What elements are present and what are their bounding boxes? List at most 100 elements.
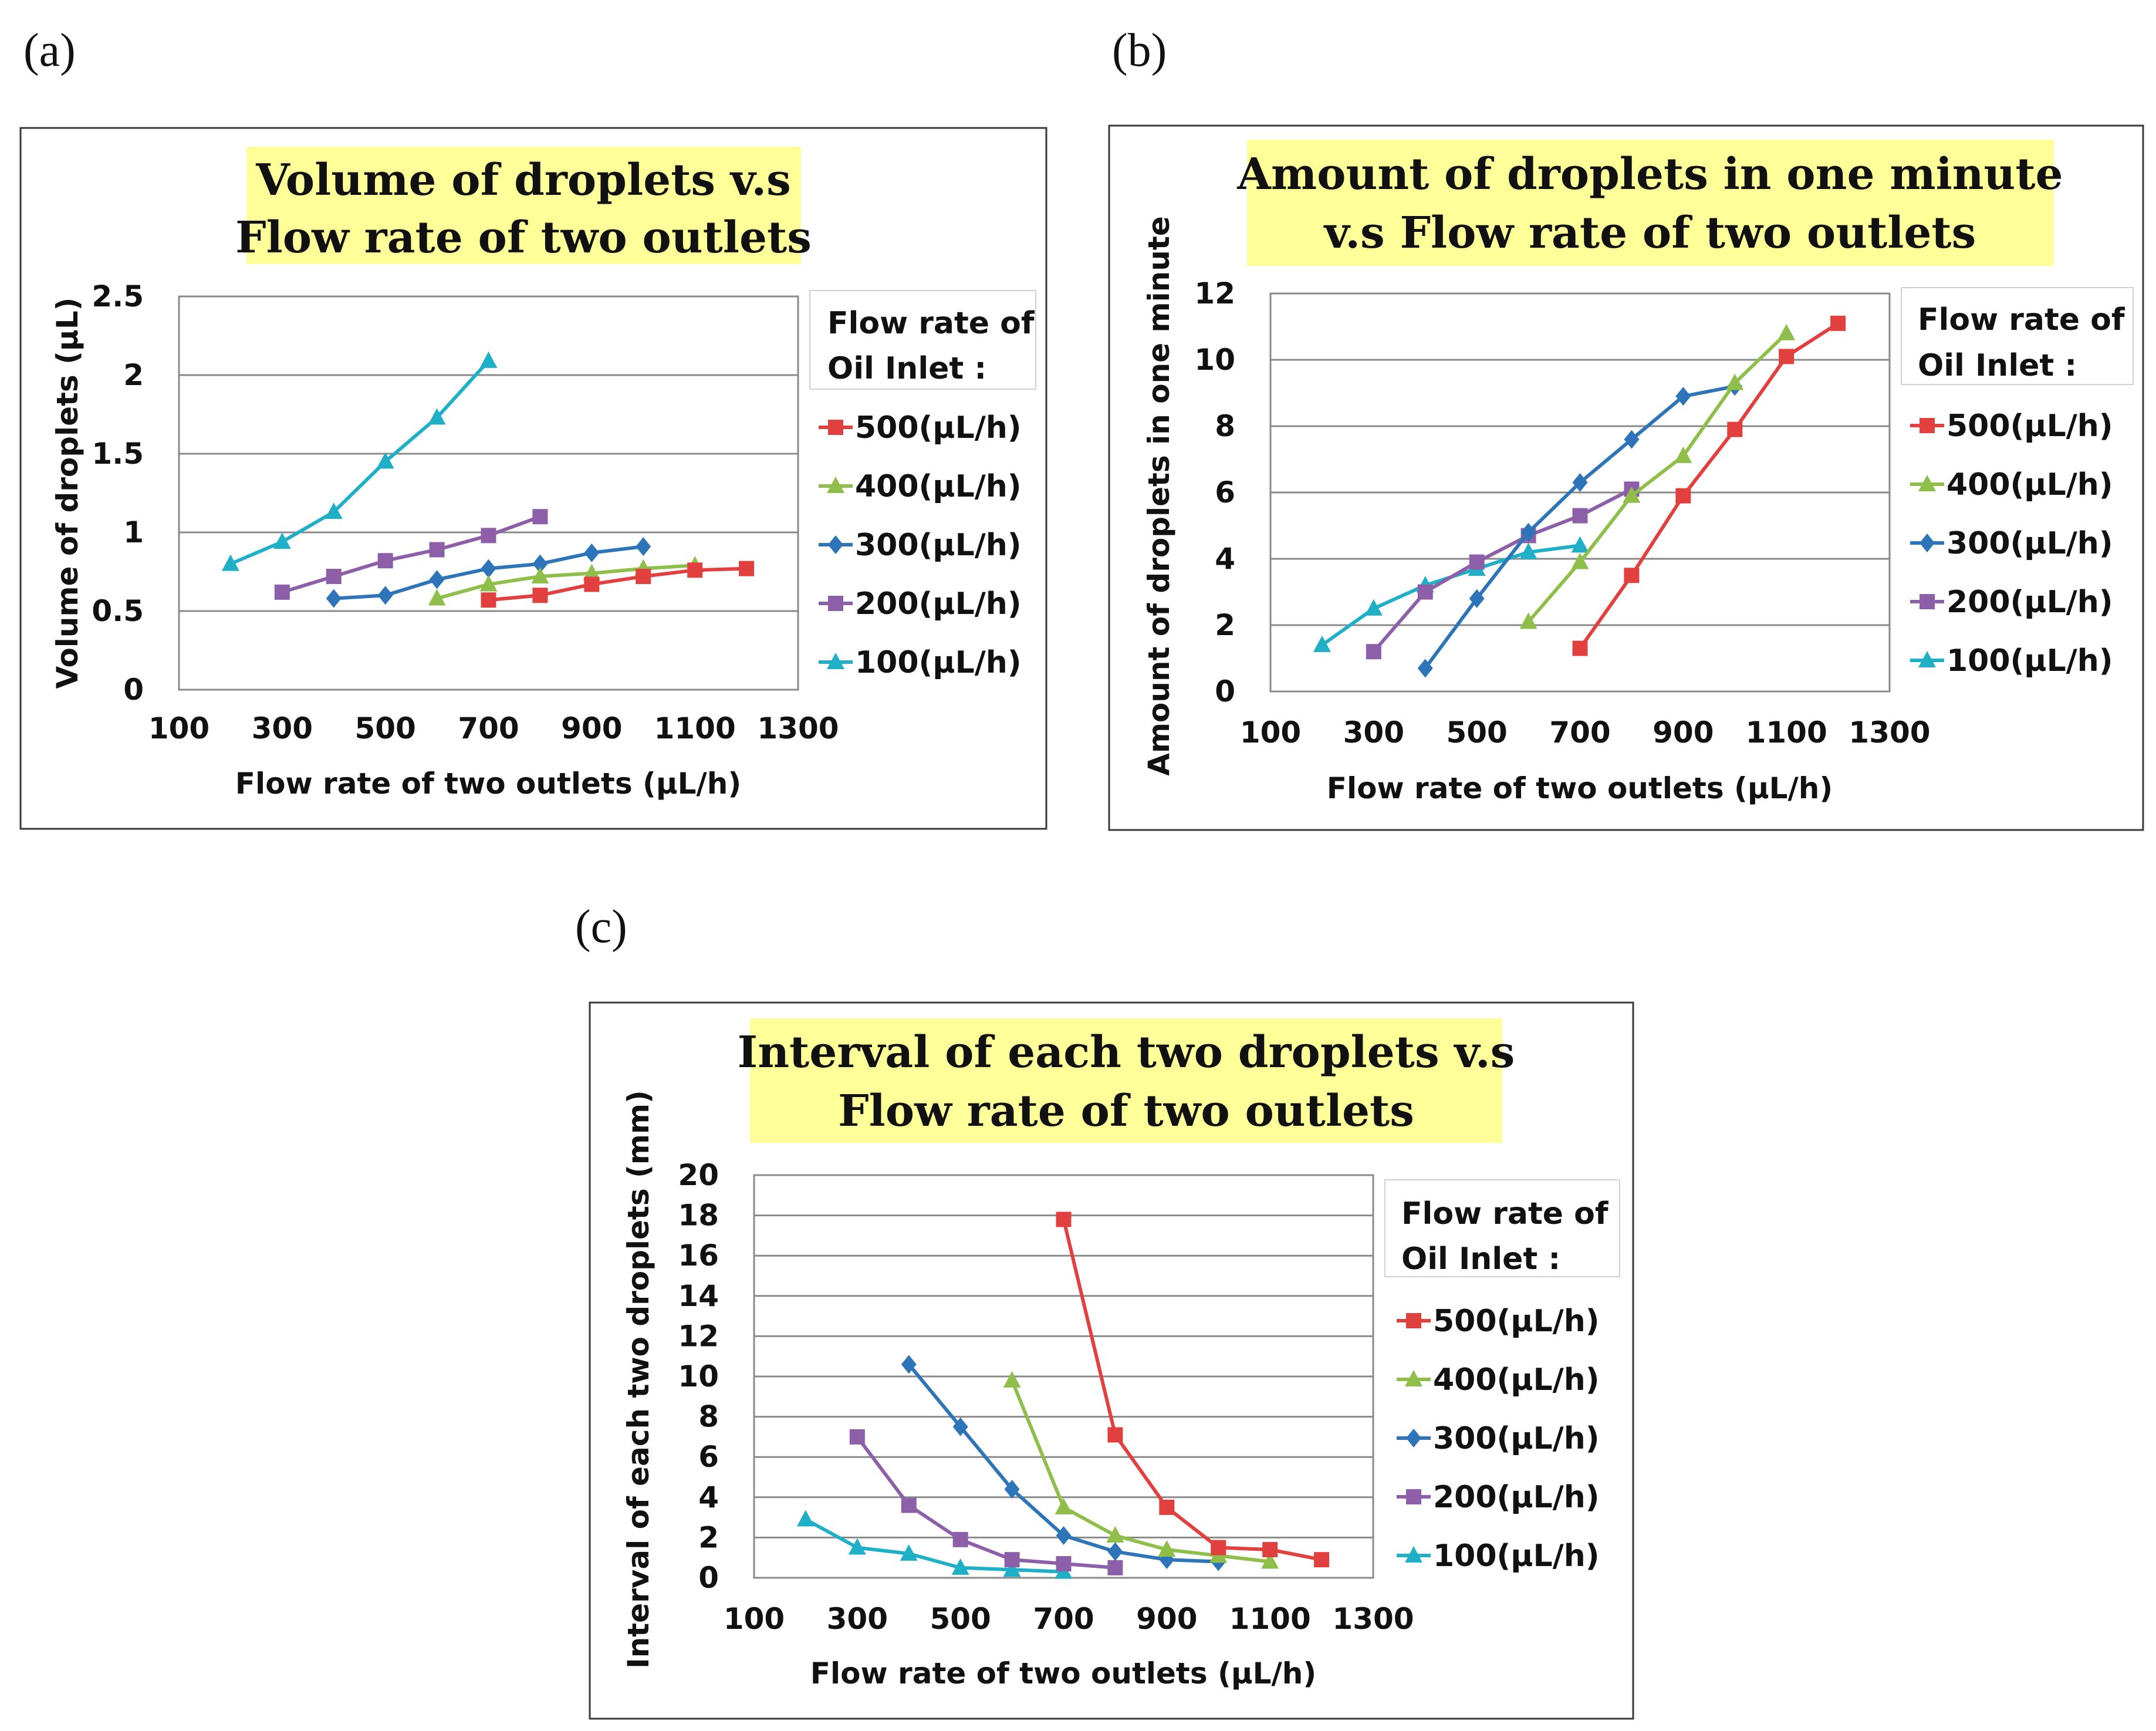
chart-a-x-tick-label: 500 (354, 711, 415, 745)
chart-b-data-point (1313, 635, 1331, 652)
chart-b-y-tick-label: 2 (1215, 608, 1235, 642)
chart-a-data-point (428, 408, 446, 425)
chart-c-data-point (1107, 1560, 1123, 1575)
legend-label: 500(μL/h) (1947, 409, 2113, 444)
chart-b-x-tick-label: 1100 (1746, 716, 1827, 750)
chart-b-data-point (1624, 568, 1640, 583)
chart-c-series-3 (849, 1429, 1123, 1575)
chart-b-data-point (1417, 659, 1433, 678)
chart-a-data-point (636, 537, 651, 556)
chart-b-legend-item: 100(μL/h) (1910, 643, 2113, 679)
chart-c-y-tick-label: 12 (678, 1319, 719, 1353)
chart-a-x-tick-label: 1300 (757, 711, 839, 745)
chart-c-data-point (1107, 1542, 1123, 1561)
chart-a-data-point (636, 569, 651, 585)
chart-a-data-point (532, 588, 548, 603)
chart-a: Volume of droplets v.s Flow rate of two … (19, 127, 1047, 830)
chart-c-data-point (1159, 1499, 1175, 1515)
chart-b-data-point (1572, 508, 1588, 524)
chart-c-legend-item: 500(μL/h) (1397, 1304, 1600, 1339)
chart-c-data-point (901, 1355, 917, 1374)
chart-b-y-tick-label: 0 (1215, 674, 1235, 708)
chart-c-title-bg (750, 1018, 1502, 1143)
chart-c-data-point (1004, 1480, 1020, 1499)
chart-c-data-point (1158, 1540, 1176, 1557)
legend-marker (1920, 418, 1935, 433)
chart-b-legend-title-line2: Oil Inlet : (1918, 348, 2077, 383)
chart-a-data-point (429, 542, 445, 558)
chart-b-data-point (1572, 473, 1588, 492)
legend-label: 300(μL/h) (1433, 1421, 1600, 1456)
chart-c-data-point (1262, 1541, 1278, 1557)
chart-b-series-0 (1572, 315, 1846, 656)
chart-a-series-line (280, 515, 542, 594)
legend-marker (1405, 1370, 1422, 1386)
chart-c-y-tick-label: 20 (678, 1158, 719, 1192)
chart-c-series-0 (1056, 1212, 1330, 1568)
chart-c: Interval of each two droplets v.s Flow r… (589, 1001, 1634, 1720)
chart-b-series-2 (1417, 377, 1743, 678)
chart-c-legend: 500(μL/h) 400(μL/h) 300(μL/h) 200(μL/h) 100(… (1397, 1304, 1600, 1574)
chart-a-data-point (428, 589, 446, 606)
chart-b-series-line (1371, 487, 1634, 654)
chart-a-y-tick-label: 1.5 (92, 437, 144, 471)
chart-c-x-tick-label: 900 (1136, 1602, 1197, 1636)
chart-a-data-point (429, 570, 445, 589)
chart-a-series-3 (274, 509, 548, 600)
chart-a-title-line1: Volume of droplets v.s (255, 155, 791, 205)
chart-b-data-point (1675, 488, 1691, 504)
chart-a-series-4 (221, 351, 498, 571)
legend-marker (1920, 594, 1935, 609)
chart-a-title-bg (246, 147, 801, 264)
chart-c-y-tick-label: 4 (698, 1480, 719, 1514)
legend-label: 100(μL/h) (855, 645, 1022, 680)
chart-b-x-tick-label: 700 (1549, 716, 1610, 750)
chart-b-legend-item: 400(μL/h) (1910, 467, 2113, 502)
chart-c-x-tick-label: 100 (724, 1602, 785, 1636)
chart-c-data-point (951, 1558, 969, 1575)
panel-label-b: (b) (1112, 25, 1167, 76)
chart-a-data-point (584, 543, 600, 562)
chart-a-data-point (583, 563, 601, 581)
chart-a-data-point (479, 575, 498, 592)
panel-label-a: (a) (23, 25, 76, 76)
chart-c-data-point (900, 1544, 918, 1561)
chart-c-x-tick-label: 1300 (1332, 1602, 1414, 1636)
chart-a-legend-title-box (809, 290, 1036, 390)
chart-c-series-line (803, 1517, 1066, 1574)
chart-a-series-0 (481, 561, 755, 608)
legend-label: 100(μL/h) (1433, 1538, 1600, 1574)
chart-b-legend-item: 300(μL/h) (1910, 526, 2113, 561)
chart-a-y-tick-label: 0 (123, 673, 144, 707)
chart-a-data-point (479, 351, 498, 368)
chart-c-title-line2: Flow rate of two outlets (838, 1086, 1414, 1136)
legend-label: 100(μL/h) (1947, 643, 2113, 679)
chart-b-data-point (1519, 542, 1537, 559)
chart-c-data-point (848, 1538, 866, 1555)
chart-a-data-point (274, 584, 290, 600)
chart-b-y-tick-label: 12 (1194, 276, 1235, 311)
chart-c-data-point (1003, 1560, 1021, 1577)
chart-b-series-1 (1519, 323, 1796, 629)
chart-c-x-tick-label: 700 (1033, 1602, 1094, 1636)
chart-b-data-point (1417, 584, 1433, 600)
chart-a-data-point (326, 569, 342, 585)
chart-c-data-point (1004, 1552, 1020, 1568)
legend-label: 300(μL/h) (855, 528, 1022, 563)
chart-a-x-tick-label: 300 (252, 711, 313, 745)
chart-b-y-axis-label: Amount of droplets in one minute (1142, 216, 1176, 776)
chart-a-data-point (326, 589, 342, 608)
chart-c-y-tick-label: 18 (678, 1199, 719, 1233)
chart-b-y-tick-label: 10 (1194, 343, 1235, 377)
chart-b-y-tick-label: 4 (1215, 542, 1235, 576)
chart-b-data-point (1519, 612, 1537, 629)
legend-marker (828, 596, 843, 611)
chart-a-x-tick-label: 100 (148, 711, 209, 745)
chart-a-data-point (481, 528, 496, 544)
chart-a-series-line (228, 359, 491, 566)
chart-a-data-point (376, 452, 394, 469)
chart-c-data-point (849, 1429, 865, 1445)
chart-c-data-point (952, 1417, 968, 1436)
chart-c-series-line (855, 1435, 1117, 1570)
